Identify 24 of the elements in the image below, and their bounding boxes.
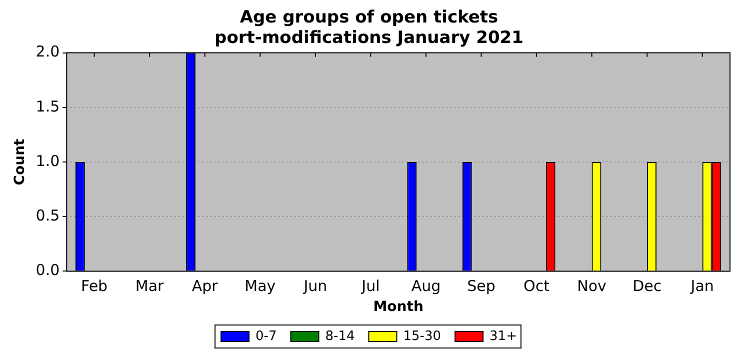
x-tick-label: Aug xyxy=(411,277,441,296)
legend-label: 31+ xyxy=(490,328,517,344)
x-tick-label: Apr xyxy=(192,277,219,296)
x-tick-label: Jan xyxy=(690,277,714,296)
legend-label: 0-7 xyxy=(256,328,277,344)
x-tick-label: Sep xyxy=(467,277,496,296)
x-tick-label: Mar xyxy=(135,277,165,296)
y-axis-title: Count xyxy=(12,138,28,186)
x-tick-label: Feb xyxy=(81,277,108,296)
x-tick-label: Jul xyxy=(360,277,380,296)
y-tick-label: 0.5 xyxy=(36,206,60,224)
x-tick-label: Oct xyxy=(524,277,550,296)
chart-title: Age groups of open tickets port-modifications January 2021 xyxy=(214,8,524,48)
x-tick-label: Jun xyxy=(302,277,328,296)
y-tick-label: 2.0 xyxy=(36,42,60,61)
x-axis-title: Month xyxy=(373,299,424,316)
y-tick-label: 0.0 xyxy=(36,261,60,280)
y-tick-label: 1.0 xyxy=(36,152,60,170)
legend-label: 8-14 xyxy=(325,328,355,344)
x-tick-label: May xyxy=(244,277,276,296)
x-tick-label: Nov xyxy=(577,277,607,296)
x-tick-label: Dec xyxy=(632,277,662,296)
legend-label: 15-30 xyxy=(403,328,442,344)
y-tick-label: 1.5 xyxy=(36,97,60,116)
